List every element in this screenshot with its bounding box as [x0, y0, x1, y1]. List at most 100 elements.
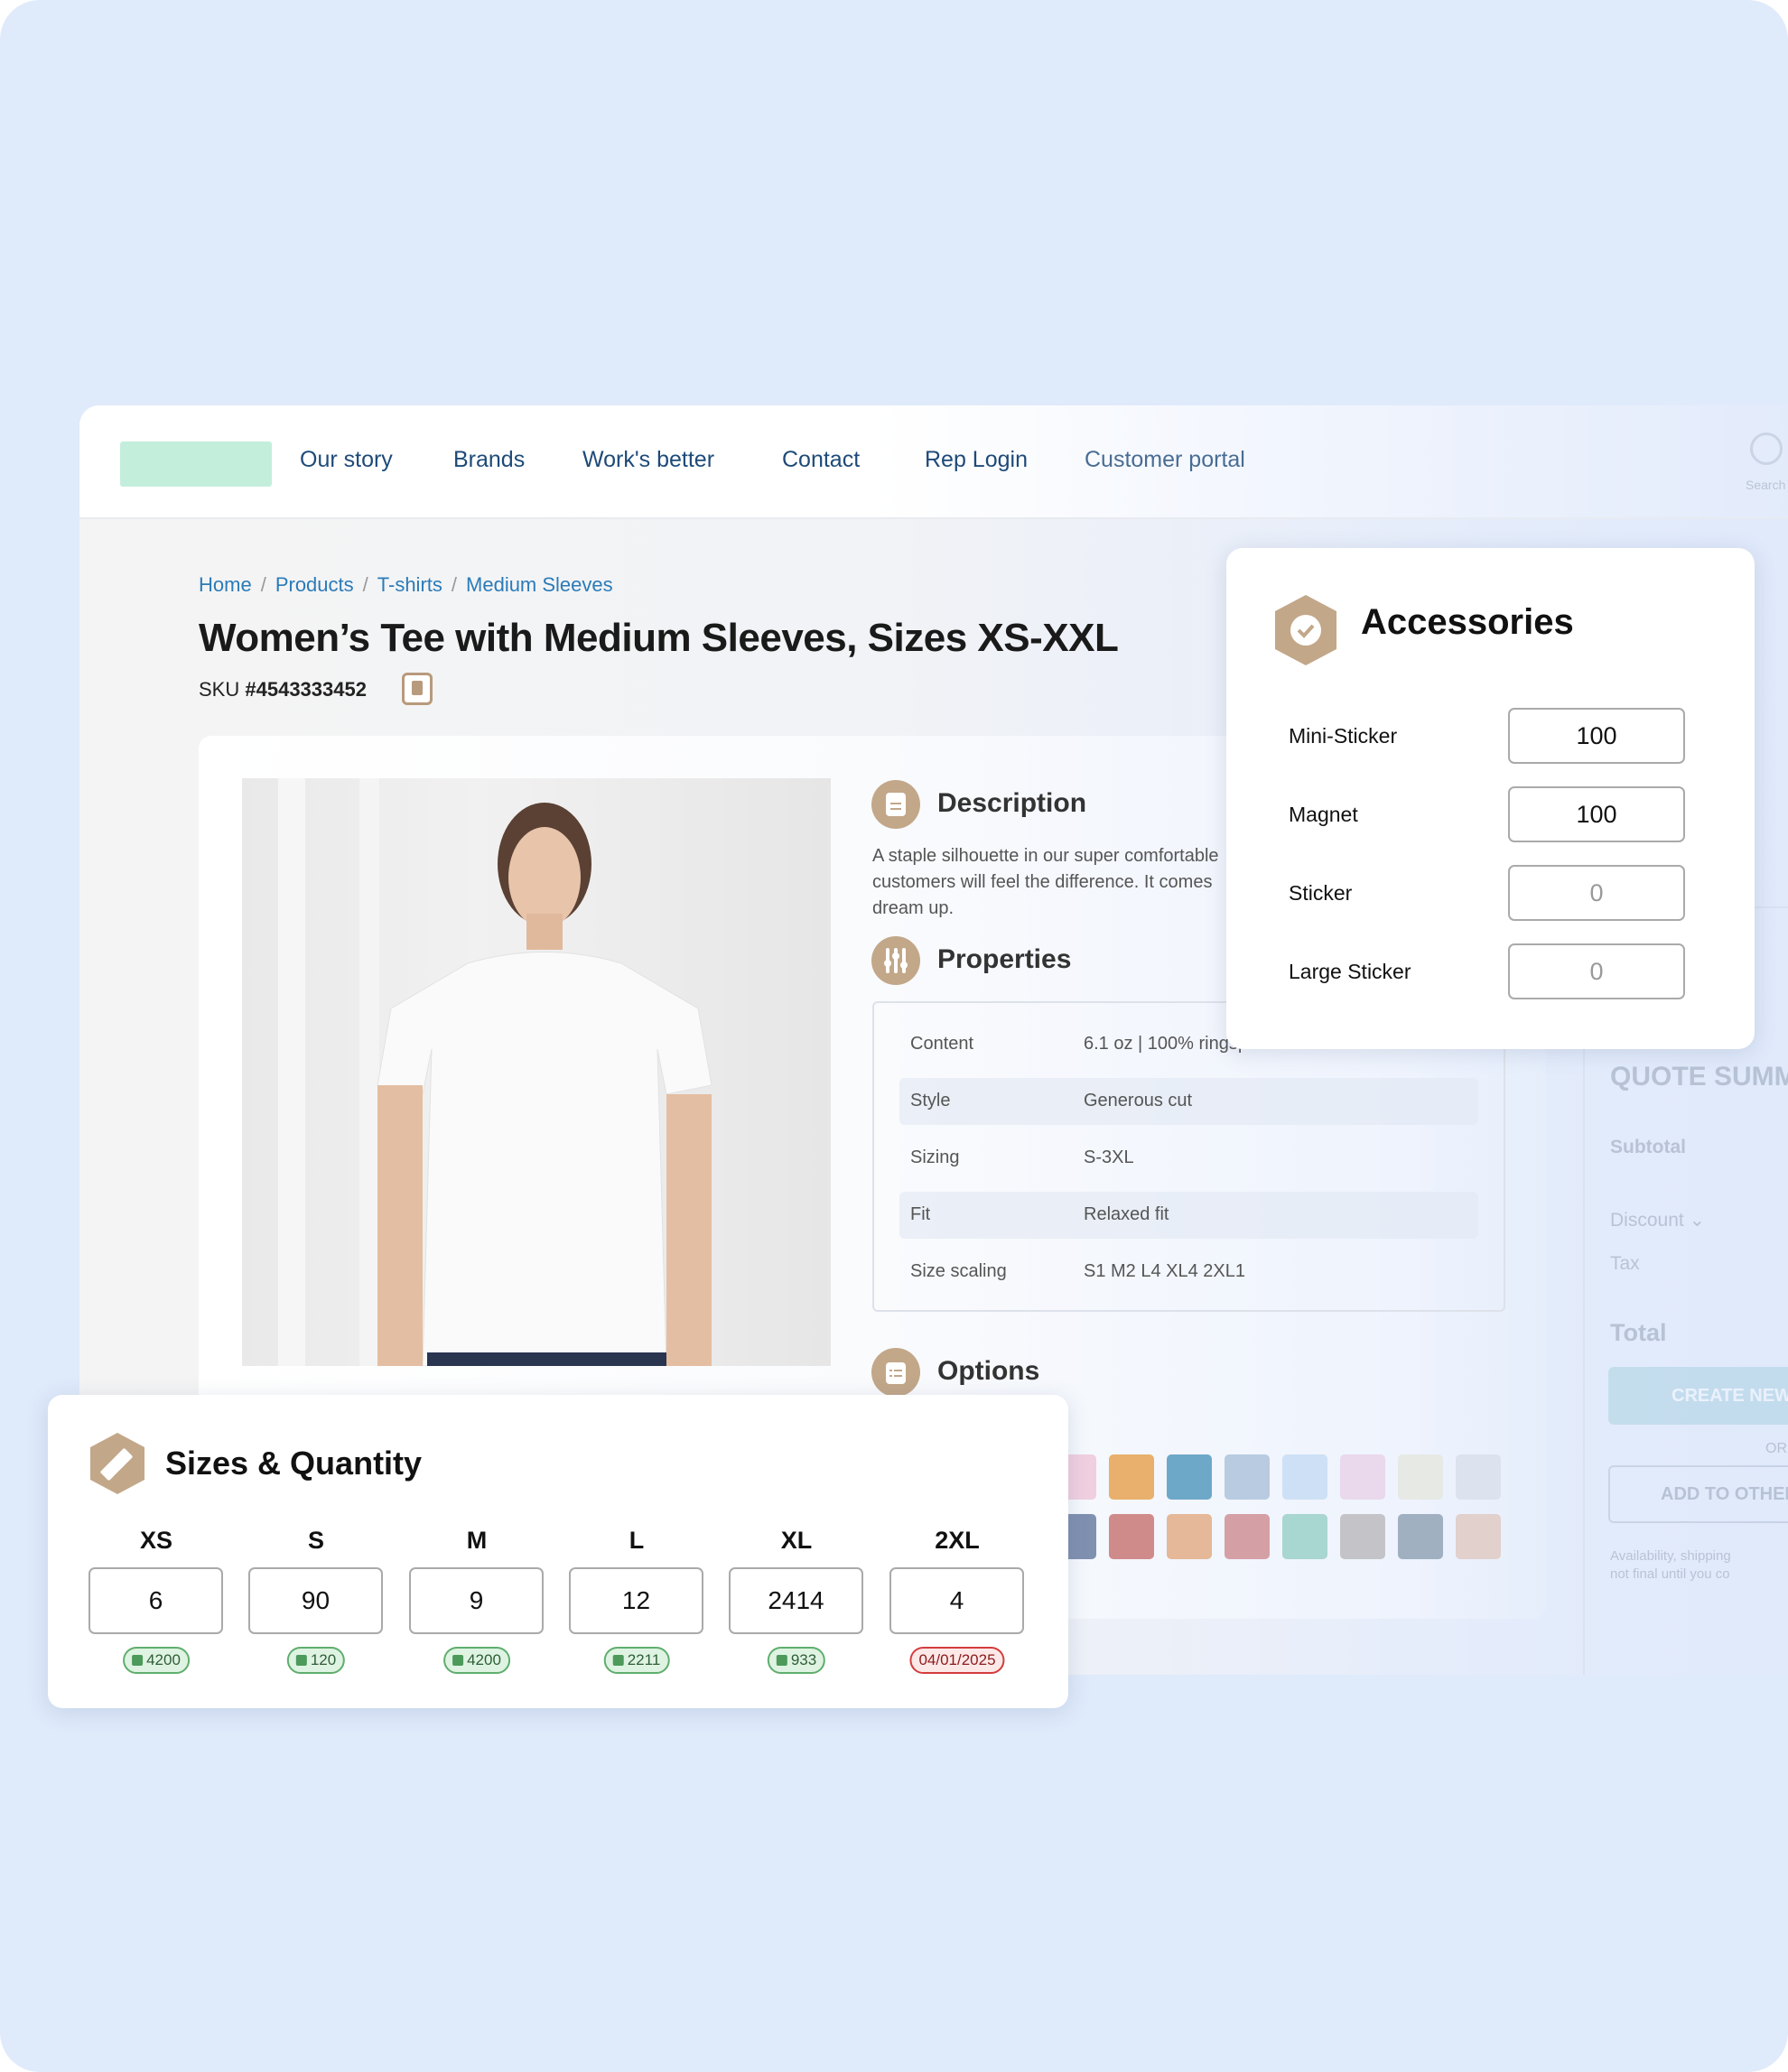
- document-icon: [871, 780, 920, 829]
- property-value: S-3XL: [1084, 1147, 1134, 1167]
- large-sticker-input[interactable]: 0: [1508, 943, 1685, 999]
- sku-label: SKU: [199, 678, 240, 701]
- quote-summary-panel: QUOTE SUMMARY Subtotal Discount ⌄ Tax To…: [1583, 906, 1788, 1675]
- sizes-quantity-popup: Sizes & Quantity XS 6 4200 S 90 120 M 9 4200 L 12 2…: [48, 1395, 1068, 1708]
- nav-contact[interactable]: Contact: [782, 447, 861, 472]
- breadcrumb-products[interactable]: Products: [275, 573, 354, 596]
- stock-badge: 04/01/2025: [909, 1647, 1005, 1674]
- property-label: Size scaling: [910, 1261, 1007, 1281]
- nav-brands[interactable]: Brands: [453, 447, 526, 472]
- color-swatch[interactable]: [1282, 1454, 1327, 1500]
- options-heading: Options: [937, 1356, 1040, 1386]
- property-value: Relaxed fit: [1084, 1204, 1169, 1224]
- color-swatch[interactable]: [1109, 1454, 1154, 1500]
- stock-badge: 4200: [443, 1647, 510, 1674]
- breadcrumb-tshirts[interactable]: T-shirts: [377, 573, 442, 596]
- properties-table: Content 6.1 oz | 100% ringspun cotton Sty…: [872, 1001, 1505, 1312]
- search-icon[interactable]: [1750, 432, 1783, 465]
- box-icon: [295, 1655, 307, 1666]
- size-column-m: M 9 4200: [405, 1395, 549, 1708]
- nav-rep-login[interactable]: Rep Login: [925, 447, 1028, 472]
- stock-value: 120: [310, 1651, 337, 1668]
- quote-title: QUOTE SUMMARY: [1610, 1062, 1788, 1092]
- nav-works-better[interactable]: Work's better: [582, 447, 715, 472]
- ruler-icon: [90, 1433, 144, 1494]
- size-qty-input[interactable]: 2414: [729, 1567, 863, 1634]
- stock-value: 2211: [627, 1651, 661, 1668]
- size-qty-input[interactable]: 4: [889, 1567, 1024, 1634]
- note-line: not final until you co: [1610, 1566, 1730, 1582]
- size-qty-input[interactable]: 90: [248, 1567, 383, 1634]
- box-icon: [452, 1655, 464, 1666]
- color-swatch[interactable]: [1167, 1514, 1212, 1559]
- description-text: A staple silhouette in our super comfort…: [872, 843, 1219, 922]
- subtotal-label: Subtotal: [1610, 1137, 1686, 1157]
- size-column-xs: XS 6 4200: [84, 1395, 228, 1708]
- property-row: Size scaling S1 M2 L4 XL4 2XL1: [899, 1249, 1478, 1296]
- discount-toggle[interactable]: Discount ⌄: [1610, 1209, 1705, 1231]
- description-line: dream up.: [872, 898, 955, 918]
- size-column-2xl: 2XL 4 04/01/2025: [885, 1395, 1029, 1708]
- size-label: XL: [780, 1527, 813, 1554]
- property-value: S1 M2 L4 XL4 2XL1: [1084, 1261, 1246, 1281]
- stock-value: 4200: [467, 1651, 501, 1668]
- accessories-title: Accessories: [1361, 602, 1574, 642]
- stock-badge: 2211: [603, 1647, 670, 1674]
- or-label: OR: [1765, 1441, 1787, 1456]
- box-icon: [612, 1655, 624, 1666]
- size-column-xl: XL 2414 933: [724, 1395, 869, 1708]
- stock-value: 04/01/2025: [918, 1651, 996, 1668]
- size-qty-input[interactable]: 12: [569, 1567, 703, 1634]
- nav-customer-portal[interactable]: Customer portal: [1085, 447, 1245, 472]
- stock-badge: 120: [286, 1647, 346, 1674]
- total-label: Total: [1610, 1319, 1667, 1346]
- sku-value: #4543333452: [245, 678, 367, 701]
- copy-icon[interactable]: [402, 673, 433, 705]
- breadcrumb-medium-sleeves[interactable]: Medium Sleeves: [466, 573, 613, 596]
- note-line: Availability, shipping: [1610, 1548, 1731, 1564]
- add-to-other-button[interactable]: ADD TO OTHER: [1608, 1465, 1788, 1523]
- color-swatch[interactable]: [1398, 1514, 1443, 1559]
- size-label: M: [466, 1527, 488, 1554]
- size-qty-input[interactable]: 6: [88, 1567, 223, 1634]
- description-heading: Description: [937, 788, 1087, 818]
- color-swatch[interactable]: [1398, 1454, 1443, 1500]
- color-swatch[interactable]: [1225, 1454, 1270, 1500]
- size-label: S: [307, 1527, 324, 1554]
- badge-check-icon: [1275, 595, 1336, 665]
- sku: SKU #4543333452: [199, 678, 367, 702]
- accessory-label: Magnet: [1289, 803, 1358, 826]
- sizes-title: Sizes & Quantity: [165, 1445, 423, 1482]
- magnet-input[interactable]: 100: [1508, 786, 1685, 842]
- accessory-label: Large Sticker: [1289, 960, 1411, 983]
- nav-our-story[interactable]: Our story: [300, 447, 393, 472]
- color-swatch[interactable]: [1109, 1514, 1154, 1559]
- size-column-l: L 12 2211: [564, 1395, 709, 1708]
- breadcrumb: Home / Products / T-shirts / Medium Sleeves: [199, 573, 613, 596]
- color-swatch[interactable]: [1340, 1514, 1385, 1559]
- breadcrumb-home[interactable]: Home: [199, 573, 252, 596]
- stock-badge: 933: [767, 1647, 826, 1674]
- stock-value: 4200: [146, 1651, 181, 1668]
- mini-sticker-input[interactable]: 100: [1508, 708, 1685, 764]
- discount-label: Discount: [1610, 1210, 1684, 1231]
- box-icon: [776, 1655, 787, 1666]
- description-line: customers will feel the difference. It c…: [872, 872, 1213, 892]
- property-label: Style: [910, 1091, 951, 1110]
- color-swatch[interactable]: [1282, 1514, 1327, 1559]
- logo[interactable]: [120, 441, 272, 487]
- size-qty-input[interactable]: 9: [409, 1567, 544, 1634]
- color-swatch[interactable]: [1340, 1454, 1385, 1500]
- availability-note: Availability, shipping not final until yo…: [1610, 1547, 1731, 1584]
- create-new-button[interactable]: CREATE NEW: [1608, 1367, 1788, 1425]
- sticker-input[interactable]: 0: [1508, 865, 1685, 921]
- clipboard-list-icon: [871, 1348, 920, 1397]
- color-swatch[interactable]: [1456, 1454, 1501, 1500]
- color-swatch[interactable]: [1456, 1514, 1501, 1559]
- size-label: XS: [139, 1527, 173, 1554]
- property-row: Style Generous cut: [899, 1078, 1478, 1125]
- property-label: Content: [910, 1034, 974, 1054]
- color-swatch[interactable]: [1167, 1454, 1212, 1500]
- color-swatch[interactable]: [1225, 1514, 1270, 1559]
- accessory-label: Sticker: [1289, 881, 1353, 905]
